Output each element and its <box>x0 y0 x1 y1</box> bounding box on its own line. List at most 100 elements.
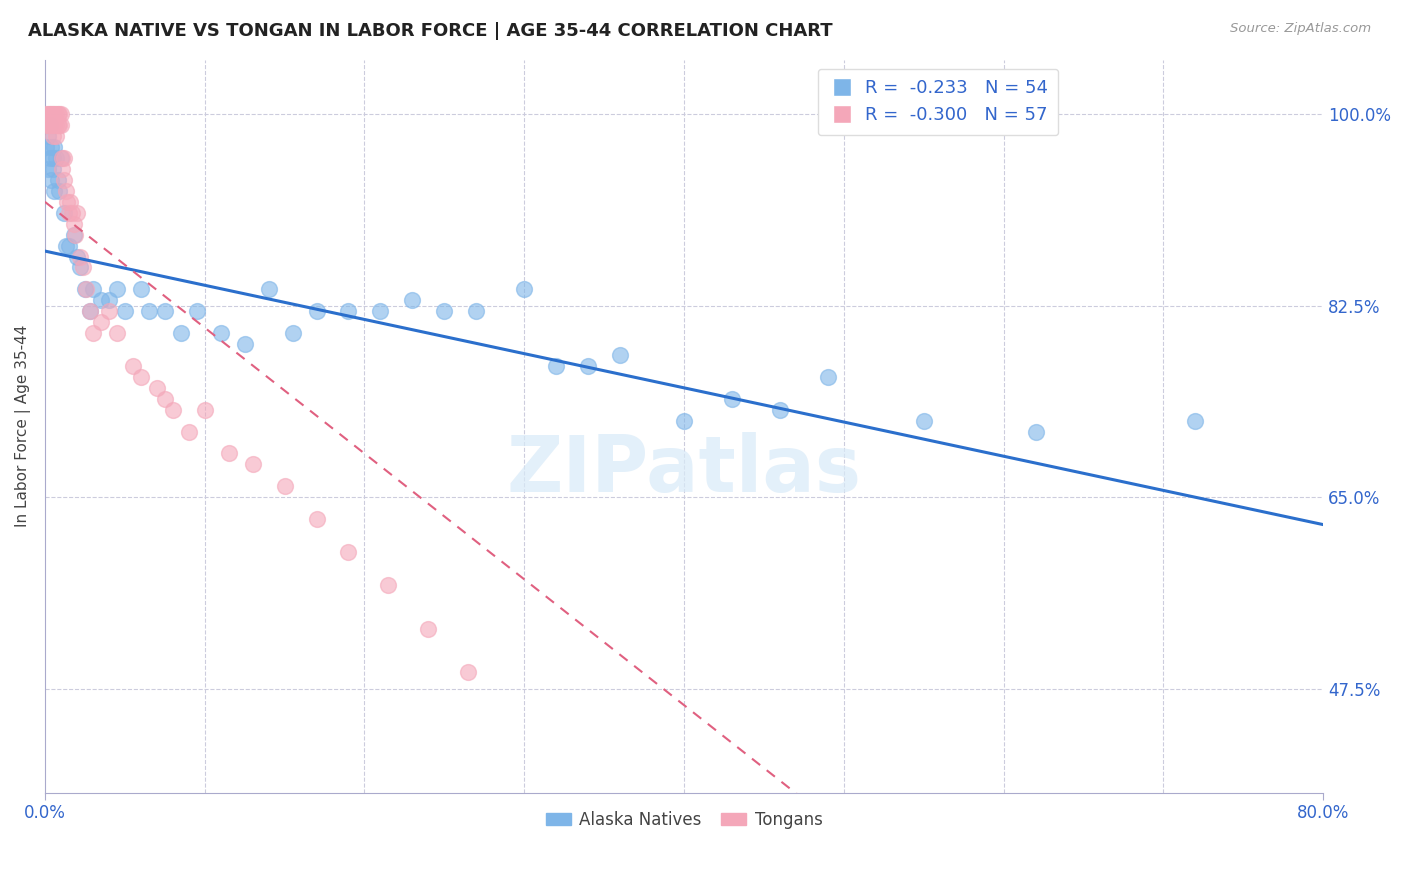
Point <box>62 217 84 231</box>
Point <box>114 304 136 318</box>
Point <box>177 425 200 439</box>
Point <box>97 304 120 318</box>
Text: Source: ZipAtlas.com: Source: ZipAtlas.com <box>1230 22 1371 36</box>
Point <box>46 107 69 121</box>
Point <box>53 173 76 187</box>
Legend: Alaska Natives, Tongans: Alaska Natives, Tongans <box>538 805 830 836</box>
Point <box>66 206 89 220</box>
Point <box>45 151 67 165</box>
Point <box>44 140 66 154</box>
Point <box>370 304 392 318</box>
Point <box>457 665 479 680</box>
Point <box>53 151 76 165</box>
Point <box>45 107 67 121</box>
Point <box>73 282 96 296</box>
Point <box>42 107 65 121</box>
Point <box>418 622 440 636</box>
Point <box>48 184 70 198</box>
Point <box>62 227 84 242</box>
Point <box>42 118 65 132</box>
Point <box>153 392 176 406</box>
Point <box>170 326 193 340</box>
Point <box>912 414 935 428</box>
Point <box>39 173 62 187</box>
Point <box>37 129 59 144</box>
Point <box>38 151 60 165</box>
Point <box>37 118 59 132</box>
Point <box>218 446 240 460</box>
Point <box>305 512 328 526</box>
Point <box>48 118 70 132</box>
Point <box>42 129 65 144</box>
Point <box>49 118 72 132</box>
Point <box>75 282 97 296</box>
Point <box>1184 414 1206 428</box>
Point <box>44 118 66 132</box>
Point <box>257 282 280 296</box>
Point <box>186 304 208 318</box>
Point <box>42 151 65 165</box>
Point <box>69 250 91 264</box>
Point <box>672 414 695 428</box>
Point <box>60 206 83 220</box>
Point <box>38 118 60 132</box>
Point <box>39 107 62 121</box>
Point <box>105 282 128 296</box>
Point <box>55 184 77 198</box>
Point <box>194 402 217 417</box>
Point <box>58 206 80 220</box>
Point <box>51 161 73 176</box>
Point <box>65 227 87 242</box>
Point <box>209 326 232 340</box>
Point <box>69 260 91 275</box>
Point <box>44 184 66 198</box>
Point <box>153 304 176 318</box>
Point <box>433 304 456 318</box>
Point <box>82 326 104 340</box>
Point <box>66 250 89 264</box>
Point <box>90 293 112 308</box>
Point <box>337 304 360 318</box>
Point <box>281 326 304 340</box>
Point <box>35 107 58 121</box>
Point <box>37 161 59 176</box>
Point <box>401 293 423 308</box>
Point <box>465 304 488 318</box>
Point <box>46 118 69 132</box>
Point <box>48 107 70 121</box>
Point <box>51 151 73 165</box>
Point <box>233 337 256 351</box>
Point <box>38 118 60 132</box>
Point <box>162 402 184 417</box>
Point <box>129 282 152 296</box>
Point <box>58 238 80 252</box>
Point <box>90 315 112 329</box>
Point <box>82 282 104 296</box>
Point <box>609 348 631 362</box>
Point <box>46 173 69 187</box>
Point <box>121 359 143 373</box>
Point <box>79 304 101 318</box>
Point <box>576 359 599 373</box>
Point <box>305 304 328 318</box>
Point <box>1025 425 1047 439</box>
Point <box>59 194 82 209</box>
Text: ZIPatlas: ZIPatlas <box>506 432 862 508</box>
Point <box>97 293 120 308</box>
Point <box>242 458 264 472</box>
Point <box>55 238 77 252</box>
Point <box>138 304 160 318</box>
Point <box>72 260 94 275</box>
Point <box>38 107 60 121</box>
Point <box>513 282 536 296</box>
Point <box>45 129 67 144</box>
Point <box>129 370 152 384</box>
Text: ALASKA NATIVE VS TONGAN IN LABOR FORCE | AGE 35-44 CORRELATION CHART: ALASKA NATIVE VS TONGAN IN LABOR FORCE |… <box>28 22 832 40</box>
Y-axis label: In Labor Force | Age 35-44: In Labor Force | Age 35-44 <box>15 325 31 527</box>
Point <box>105 326 128 340</box>
Point <box>45 118 67 132</box>
Point <box>721 392 744 406</box>
Point <box>49 151 72 165</box>
Point <box>377 578 399 592</box>
Point <box>37 107 59 121</box>
